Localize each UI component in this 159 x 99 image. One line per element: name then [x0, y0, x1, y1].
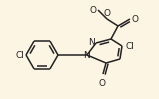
Text: O: O — [98, 79, 106, 88]
Text: O: O — [132, 14, 139, 23]
Text: O: O — [104, 9, 111, 18]
Text: N: N — [88, 38, 95, 47]
Text: Cl: Cl — [125, 41, 134, 50]
Text: O: O — [90, 6, 97, 14]
Text: Cl: Cl — [16, 50, 24, 59]
Text: N: N — [84, 51, 90, 60]
